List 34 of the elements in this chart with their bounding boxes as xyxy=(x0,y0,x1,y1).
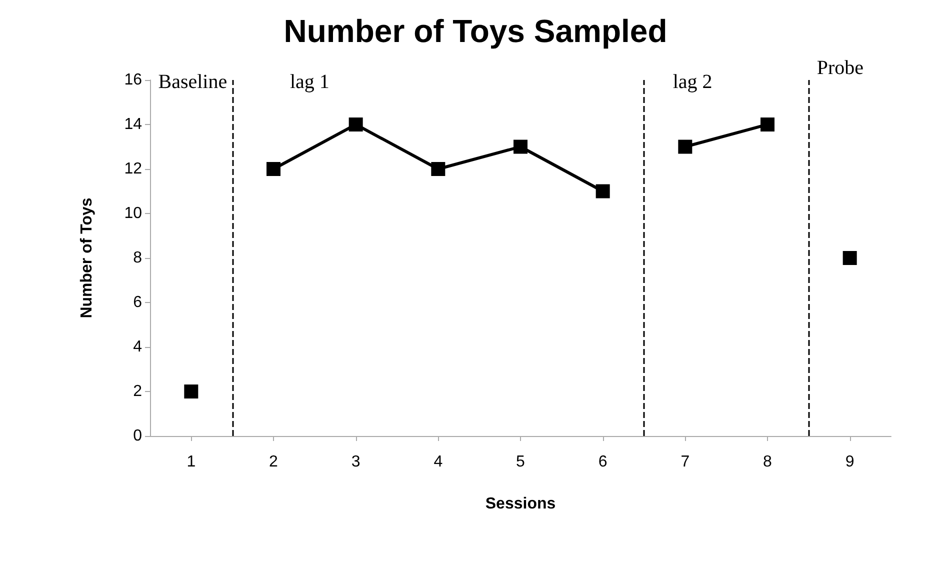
x-tick-label: 1 xyxy=(186,454,196,470)
y-tick-label: 8 xyxy=(133,250,142,266)
point xyxy=(842,251,857,265)
text: Probe xyxy=(816,57,864,79)
point xyxy=(596,184,610,198)
x-tick-label: 8 xyxy=(763,454,772,470)
annotation: Baseline xyxy=(158,71,228,93)
x-tick-label: 3 xyxy=(351,454,360,470)
y-axis-title: Number of Toys xyxy=(78,198,96,318)
point xyxy=(184,384,198,398)
y-tick-label: 0 xyxy=(133,428,142,444)
point xyxy=(514,140,528,154)
x-tick-label: 6 xyxy=(598,454,608,470)
x-axis-title: Sessions xyxy=(485,496,556,512)
y-tick-label: 4 xyxy=(133,338,142,356)
point xyxy=(266,162,280,176)
y-tick-label: 12 xyxy=(124,160,142,178)
point xyxy=(678,140,692,154)
x-tick-label: 4 xyxy=(434,454,443,470)
x-tick-label: 5 xyxy=(516,454,526,470)
y-tick-label: 2 xyxy=(133,383,142,400)
chart-title: Number of Toys Sampled xyxy=(284,13,668,49)
y-tick-label: 16 xyxy=(124,72,142,88)
x-tick-label: 9 xyxy=(845,454,854,470)
point xyxy=(348,118,363,132)
x-tick-label: 7 xyxy=(680,454,690,470)
y-tick-label: 14 xyxy=(124,116,142,133)
x-tick-label: 2 xyxy=(269,454,278,470)
point xyxy=(760,118,774,132)
y-tick-label: 10 xyxy=(124,205,142,222)
point xyxy=(431,162,446,176)
annotation: lag 1 xyxy=(290,71,330,93)
y-tick-label: 6 xyxy=(133,294,142,311)
annotation: lag 2 xyxy=(672,71,712,93)
